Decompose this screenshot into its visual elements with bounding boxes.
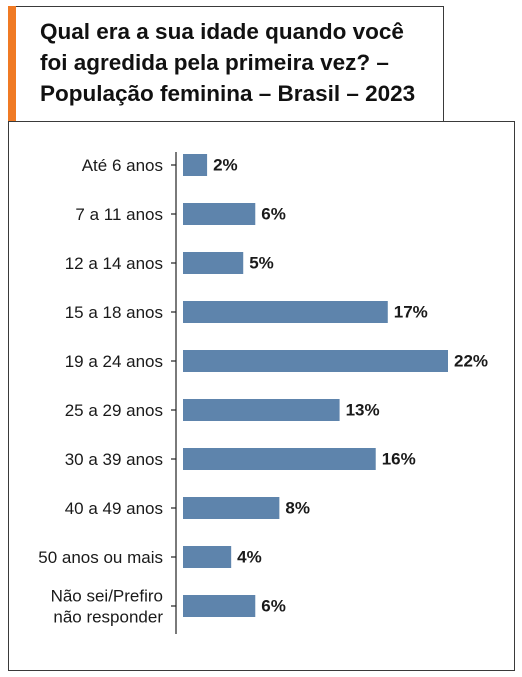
category-label: Até 6 anos [82, 156, 163, 175]
data-label: 5% [249, 254, 274, 273]
bar [183, 595, 256, 617]
title-accent-bar [8, 6, 16, 122]
category-label: 25 a 29 anos [65, 401, 163, 420]
chart-title-line: foi agredida pela primeira vez? – [40, 50, 389, 75]
bar [183, 399, 340, 421]
category-label: 40 a 49 anos [65, 499, 163, 518]
bar [183, 154, 208, 176]
category-label: Não sei/Prefiro não responder [51, 586, 164, 626]
data-label: 2% [213, 156, 238, 175]
category-label: 30 a 39 anos [65, 450, 163, 469]
bar [183, 252, 244, 274]
chart-title-line: População feminina – Brasil – 2023 [40, 81, 416, 106]
category-label: 19 a 24 anos [65, 352, 163, 371]
bar [183, 546, 232, 568]
data-label: 8% [285, 499, 310, 518]
category-label: 50 anos ou mais [38, 548, 163, 567]
data-label: 13% [346, 401, 380, 420]
chart-title: Qual era a sua idade quando você foi agr… [40, 16, 440, 109]
bar [183, 350, 448, 372]
chart-frame [8, 121, 515, 671]
bar [183, 203, 256, 225]
data-label: 4% [237, 548, 262, 567]
category-label: 12 a 14 anos [65, 254, 163, 273]
data-label: 6% [261, 205, 286, 224]
title-box [8, 6, 444, 122]
data-label: 6% [261, 597, 286, 616]
data-label: 22% [454, 352, 488, 371]
chart-title-line: Qual era a sua idade quando você [40, 19, 404, 44]
bar [183, 301, 388, 323]
data-label: 17% [394, 303, 428, 322]
category-label: 7 a 11 anos [75, 205, 163, 224]
bar [183, 497, 280, 519]
data-label: 16% [382, 450, 416, 469]
bar [183, 448, 376, 470]
category-label: 15 a 18 anos [65, 303, 163, 322]
